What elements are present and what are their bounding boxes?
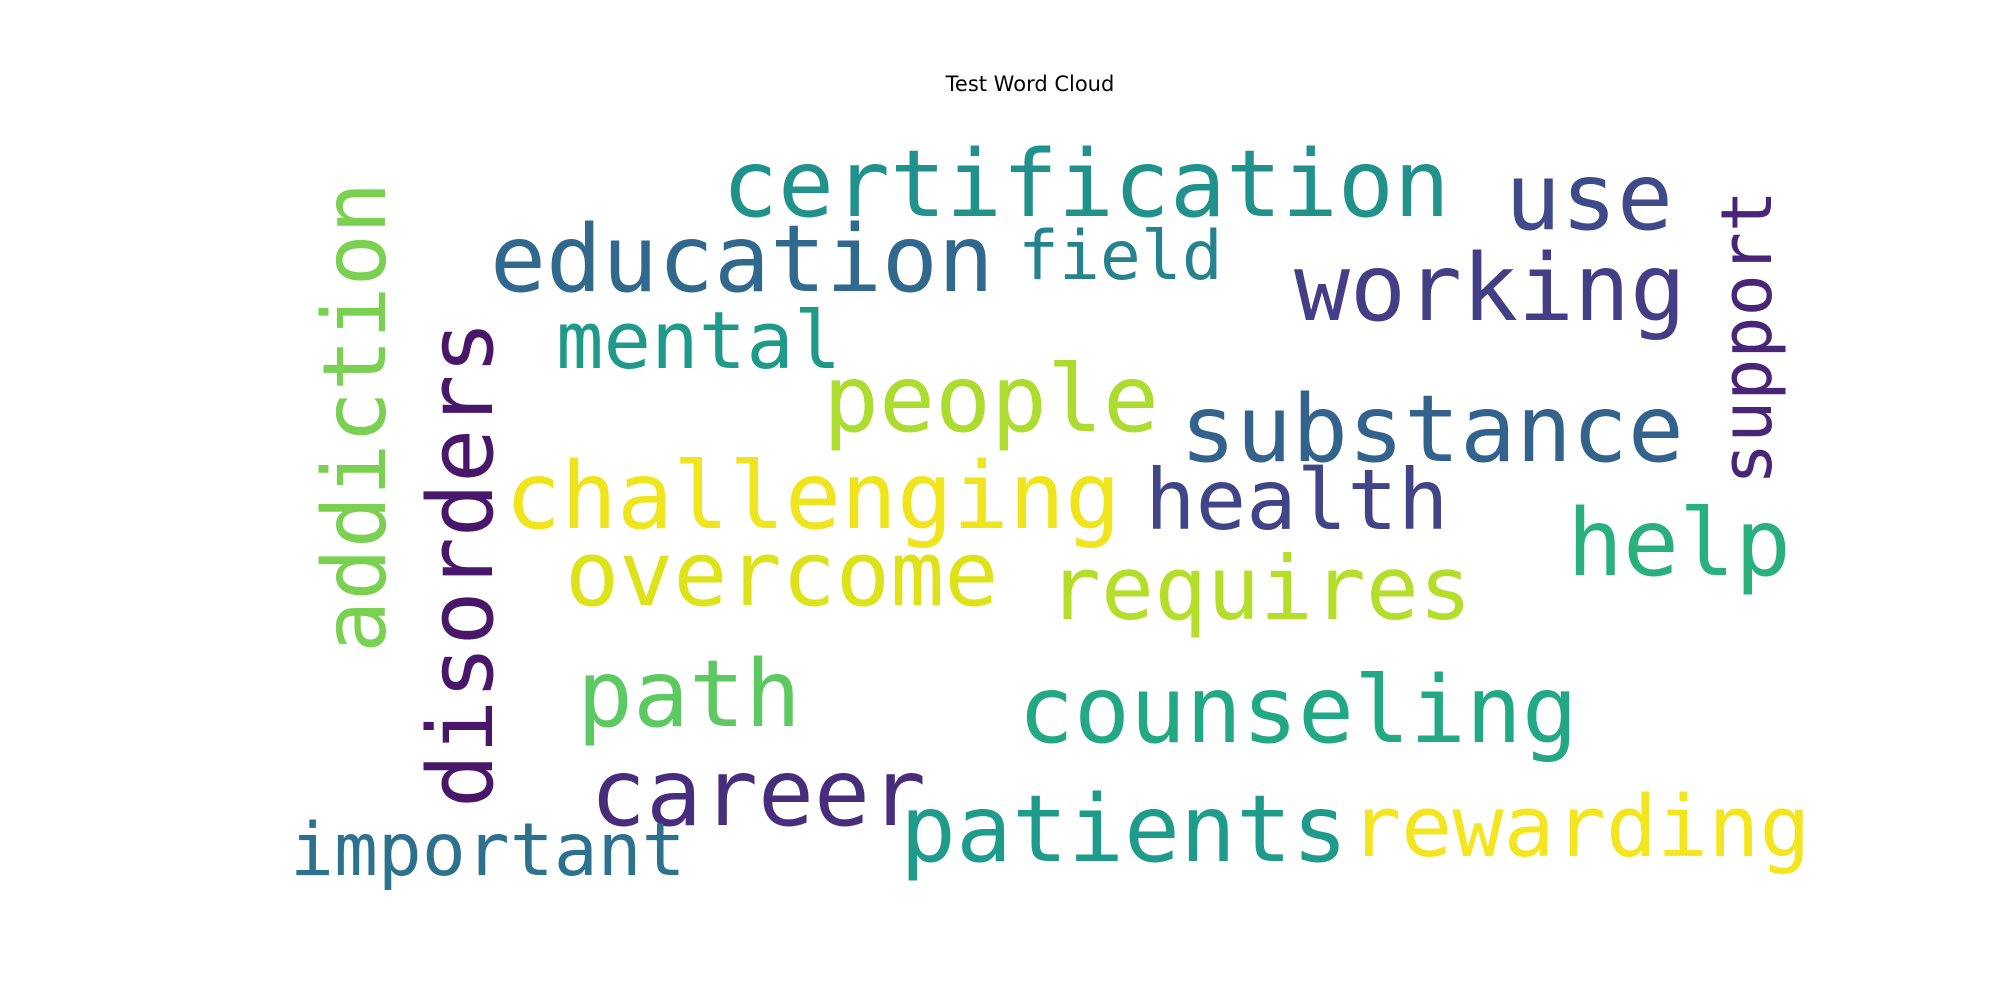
word-important: important <box>290 808 686 893</box>
word-help: help <box>1567 489 1791 597</box>
word-counseling: counseling <box>1018 656 1578 764</box>
word-certification: certification <box>722 130 1450 238</box>
word-disorders: disorders <box>409 320 514 808</box>
word-overcome: overcome <box>565 522 999 627</box>
word-use: use <box>1505 143 1673 251</box>
word-challenging: challenging <box>505 442 1121 550</box>
word-requires: requires <box>1048 537 1472 640</box>
word-substance: substance <box>1180 375 1684 483</box>
word-working: working <box>1294 234 1686 342</box>
word-mental: mental <box>556 295 842 387</box>
word-education: education <box>490 205 994 313</box>
word-path: path <box>577 640 801 748</box>
word-people: people <box>823 345 1159 453</box>
word-patients: patients <box>900 775 1348 883</box>
word-rewarding: rewarding <box>1350 778 1811 877</box>
word-support: support <box>1706 189 1788 485</box>
word-field: field <box>1018 217 1223 296</box>
word-career: career <box>590 739 926 847</box>
word-addiction: addiction <box>304 181 406 653</box>
word-health: health <box>1145 451 1449 549</box>
figure-title: Test Word Cloud <box>945 72 1115 96</box>
